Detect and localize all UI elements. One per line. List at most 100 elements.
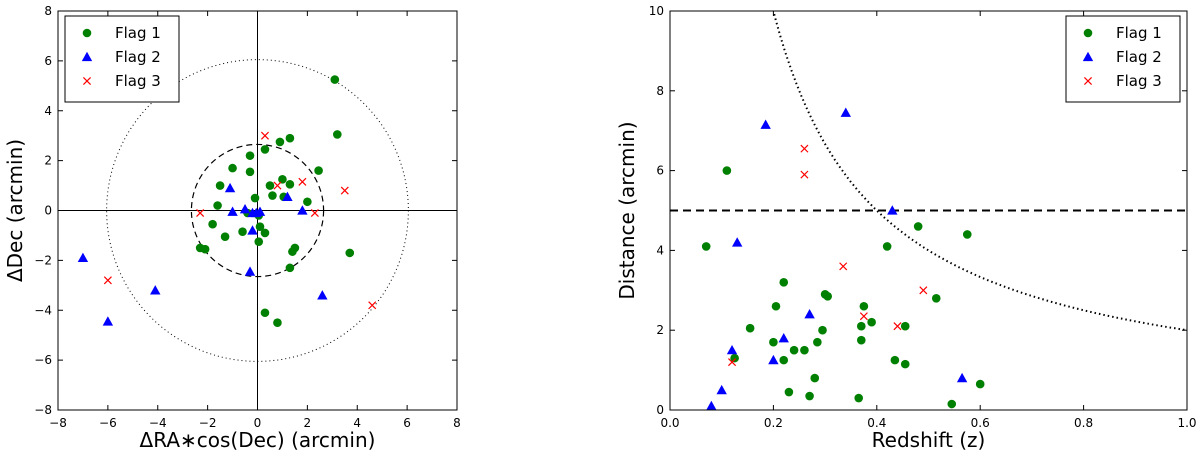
- data-point: [716, 384, 727, 395]
- data-point: [196, 208, 205, 218]
- data-point: [818, 325, 827, 335]
- data-point: [962, 230, 972, 239]
- data-point: [310, 208, 319, 218]
- x-axis-label: ΔRA∗cos(Dec) (arcmin): [140, 428, 376, 452]
- data-point: [919, 286, 928, 295]
- data-point: [150, 285, 161, 295]
- data-point: [254, 237, 264, 246]
- data-point: [800, 170, 809, 179]
- y-tick-label: 8: [656, 84, 664, 98]
- data-point: [805, 391, 814, 401]
- y-tick-label: 0: [44, 204, 52, 218]
- data-point: [859, 312, 868, 321]
- legend-label: Flag 1: [115, 24, 161, 42]
- data-point: [239, 204, 251, 214]
- data-point: [856, 321, 866, 331]
- data-point: [760, 119, 771, 129]
- data-point: [273, 181, 282, 190]
- data-point: [810, 373, 820, 383]
- data-point: [730, 353, 739, 363]
- data-point: [779, 278, 789, 287]
- x-tick-label: −2: [199, 416, 217, 430]
- data-point: [224, 182, 236, 193]
- legend: Flag 1 Flag 2 Flag 3: [1065, 15, 1181, 103]
- data-point: [213, 201, 222, 210]
- dotted-circle: [106, 59, 409, 362]
- data-point: [254, 206, 266, 216]
- data-point: [931, 293, 941, 303]
- y-tick-label: 10: [649, 4, 664, 18]
- y-axis-label: Distance (arcmin): [615, 121, 639, 299]
- data-point: [255, 222, 265, 232]
- data-point: [800, 144, 809, 153]
- data-point: [303, 197, 312, 207]
- legend-label: Flag 3: [115, 72, 161, 90]
- legend-marker-x: [1083, 76, 1093, 86]
- data-point: [813, 337, 822, 347]
- x-tick-label: 0.4: [867, 416, 886, 430]
- data-point: [278, 175, 287, 184]
- data-point: [215, 181, 225, 190]
- y-tick-label: −4: [34, 303, 52, 317]
- data-point: [247, 225, 258, 235]
- data-point: [975, 379, 985, 389]
- data-point: [340, 186, 349, 195]
- x-tick-label: 0.6: [971, 416, 990, 430]
- data-point: [275, 137, 285, 147]
- y-tick-label: −6: [34, 353, 52, 367]
- data-point: [265, 181, 275, 190]
- data-point: [298, 177, 307, 186]
- data-point: [839, 262, 848, 271]
- x-tick-label: 0.0: [660, 416, 679, 430]
- data-point: [784, 387, 794, 397]
- series-flag-1: [195, 75, 355, 328]
- series-flag-2: [706, 107, 968, 410]
- x-tick-label: 0.8: [1074, 416, 1093, 430]
- data-point: [220, 232, 230, 241]
- data-point: [769, 337, 778, 347]
- data-point: [900, 321, 910, 331]
- data-point: [900, 359, 910, 369]
- data-point: [260, 131, 270, 140]
- series-flag-3: [103, 131, 377, 310]
- plot-frame: [669, 10, 1188, 411]
- data-point: [368, 301, 377, 310]
- data-point: [285, 263, 295, 273]
- data-point: [200, 244, 210, 254]
- y-tick-label: 6: [656, 164, 664, 178]
- data-point: [722, 166, 732, 175]
- data-point: [260, 228, 270, 238]
- data-point: [333, 130, 342, 139]
- data-point: [778, 332, 789, 343]
- data-point: [893, 322, 902, 331]
- x-tick-label: 2: [304, 416, 312, 430]
- data-point: [887, 205, 898, 215]
- data-point: [856, 335, 866, 345]
- y-axis-label: ΔDec (arcmin): [3, 139, 27, 282]
- legend-marker-circle: [1083, 28, 1093, 38]
- x-tick-label: 8: [453, 416, 461, 430]
- series-flag-1: [701, 166, 985, 409]
- series-flag-2: [77, 182, 328, 326]
- data-point: [882, 242, 892, 251]
- data-point: [260, 145, 270, 154]
- data-point: [706, 400, 717, 410]
- y-tick-label: 8: [44, 4, 52, 18]
- y-tick-label: 0: [656, 403, 664, 417]
- data-point: [345, 248, 355, 258]
- data-point: [102, 316, 114, 326]
- legend-marker-triangle: [81, 51, 93, 62]
- x-axis-label: Redshift (z): [872, 428, 986, 452]
- legend-marker-x: [82, 76, 92, 86]
- data-point: [771, 301, 781, 311]
- data-point: [867, 317, 876, 327]
- y-tick-label: 2: [44, 154, 52, 168]
- data-point: [800, 345, 809, 355]
- chart-2: 0.0 0.2 0.4 0.6 0.8 1.0 0 2 4 6 8 10 Redshift (z) Dis…: [615, 4, 1197, 452]
- data-point: [227, 206, 238, 216]
- y-tick-label: 6: [44, 54, 52, 68]
- dotted-curve: [772, 11, 1187, 332]
- x-tick-label: −4: [149, 416, 167, 430]
- data-point: [745, 323, 755, 333]
